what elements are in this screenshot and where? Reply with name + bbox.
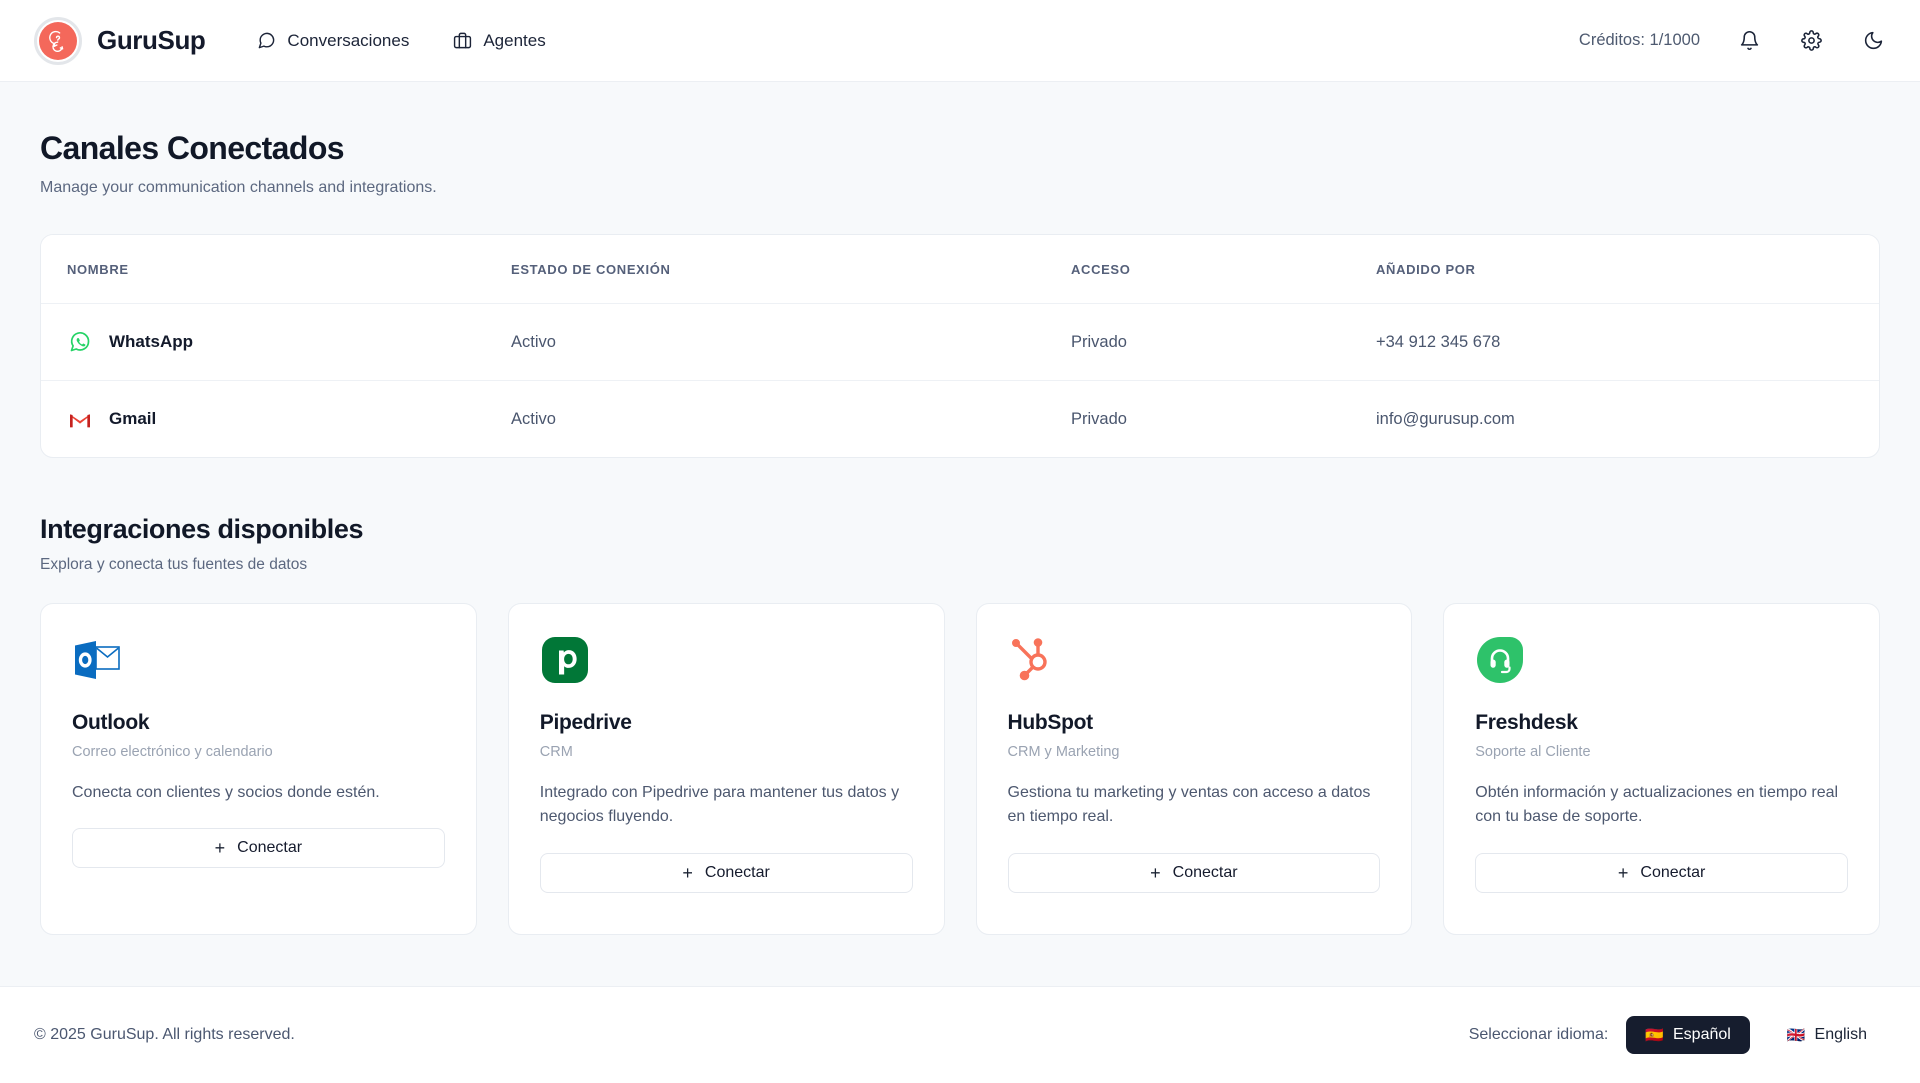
app-header: GuruSup Conversaciones Agentes Créditos:… bbox=[0, 0, 1920, 82]
integration-name: Outlook bbox=[72, 711, 150, 734]
connect-button-hubspot[interactable]: + Conectar bbox=[1007, 852, 1381, 893]
hubspot-icon bbox=[1008, 635, 1058, 685]
language-selector-label: Seleccionar idioma: bbox=[1468, 1026, 1609, 1043]
plus-icon: + bbox=[1617, 862, 1629, 883]
language-button-english[interactable]: 🇬🇧 English bbox=[1768, 1016, 1886, 1054]
integration-card-freshdesk[interactable]: Freshdesk Soporte al Cliente Obtén infor… bbox=[1443, 603, 1880, 935]
channel-access: Privado bbox=[1071, 303, 1376, 381]
connect-button-freshdesk[interactable]: + Conectar bbox=[1475, 852, 1848, 893]
connect-button-pipedrive[interactable]: + Conectar bbox=[539, 852, 913, 893]
whatsapp-icon bbox=[67, 329, 93, 355]
integration-name: Freshdesk bbox=[1475, 711, 1578, 734]
nav-item-label: Agentes bbox=[483, 30, 546, 50]
language-selector: Seleccionar idioma: 🇪🇸 Español 🇬🇧 Englis… bbox=[1469, 1016, 1886, 1054]
language-button-label: English bbox=[1814, 1026, 1867, 1043]
gear-icon[interactable] bbox=[1798, 28, 1824, 54]
connect-button-label: Conectar bbox=[237, 839, 303, 857]
copyright-text: © 2025 GuruSup. All rights reserved. bbox=[34, 1026, 295, 1043]
pipedrive-icon bbox=[540, 635, 590, 685]
connect-button-label: Conectar bbox=[704, 863, 770, 881]
channel-status: Activo bbox=[511, 409, 556, 428]
column-header-acceso: ACCESO bbox=[1071, 235, 1376, 304]
brand[interactable]: GuruSup bbox=[34, 16, 206, 65]
message-square-icon bbox=[257, 31, 276, 50]
credits-counter: Créditos: 1/1000 bbox=[1578, 31, 1700, 49]
integration-name: Pipedrive bbox=[539, 711, 632, 734]
gmail-icon bbox=[67, 406, 93, 432]
table-row[interactable]: Gmail Activo Privado info@gurusup.com bbox=[41, 381, 1879, 458]
nav-item-agentes[interactable]: Agentes bbox=[453, 30, 546, 51]
moon-icon[interactable] bbox=[1860, 28, 1886, 54]
integration-description: Conecta con clientes y socios donde esté… bbox=[72, 784, 380, 801]
flag-uk-icon: 🇬🇧 bbox=[1786, 1026, 1806, 1044]
channel-access: Privado bbox=[1071, 409, 1127, 428]
language-button-espanol[interactable]: 🇪🇸 Español bbox=[1626, 1016, 1750, 1054]
integration-description: Integrado con Pipedrive para mantener tu… bbox=[539, 784, 900, 826]
integrations-subtitle: Explora y conecta tus fuentes de datos bbox=[40, 556, 308, 573]
integration-description: Obtén información y actualizaciones en t… bbox=[1475, 784, 1839, 826]
connected-channels-table: NOMBRE ESTADO DE CONEXIÓN ACCESO AÑADIDO… bbox=[40, 234, 1880, 458]
integration-category: Correo electrónico y calendario bbox=[72, 744, 273, 760]
integration-card-hubspot[interactable]: HubSpot CRM y Marketing Gestiona tu mark… bbox=[975, 603, 1413, 935]
integration-name: HubSpot bbox=[1007, 711, 1094, 734]
plus-icon: + bbox=[682, 862, 693, 883]
integration-category: Soporte al Cliente bbox=[1475, 744, 1591, 760]
outlook-icon bbox=[72, 635, 122, 685]
plus-icon: + bbox=[214, 838, 226, 859]
integration-category: CRM bbox=[539, 744, 573, 760]
available-integrations-section: Integraciones disponibles Explora y cone… bbox=[40, 514, 1880, 935]
connect-button-outlook[interactable]: + Conectar bbox=[72, 828, 445, 869]
nav-item-label: Conversaciones bbox=[287, 30, 410, 50]
channel-status: Activo bbox=[511, 303, 1071, 381]
main-content: Canales Conectados Manage your communica… bbox=[0, 82, 1920, 986]
channel-added-by: +34 912 345 678 bbox=[1376, 303, 1879, 381]
table-row[interactable]: WhatsApp Activo Privado +34 912 345 678 bbox=[41, 303, 1879, 381]
main-nav: Conversaciones Agentes bbox=[257, 30, 546, 51]
channel-name: Gmail bbox=[109, 409, 157, 428]
chat-question-logo-icon bbox=[34, 16, 82, 65]
freshdesk-icon bbox=[1475, 635, 1525, 685]
language-button-label: Español bbox=[1673, 1026, 1731, 1043]
brand-name: GuruSup bbox=[97, 25, 206, 55]
integrations-title: Integraciones disponibles bbox=[40, 514, 364, 544]
nav-item-conversaciones[interactable]: Conversaciones bbox=[257, 31, 409, 51]
column-header-nombre: NOMBRE bbox=[41, 235, 511, 304]
integration-card-pipedrive[interactable]: Pipedrive CRM Integrado con Pipedrive pa… bbox=[507, 603, 945, 935]
channel-added-by: info@gurusup.com bbox=[1376, 409, 1515, 428]
briefcase-icon bbox=[453, 31, 472, 50]
integration-description: Gestiona tu marketing y ventas con acces… bbox=[1007, 784, 1371, 826]
channel-name: WhatsApp bbox=[109, 332, 194, 351]
integration-card-outlook[interactable]: Outlook Correo electrónico y calendario … bbox=[40, 603, 477, 935]
connect-button-label: Conectar bbox=[1172, 863, 1238, 881]
integration-category: CRM y Marketing bbox=[1007, 744, 1120, 760]
header-actions: Créditos: 1/1000 bbox=[1579, 28, 1886, 54]
connect-button-label: Conectar bbox=[1640, 863, 1706, 881]
page-title: Canales Conectados bbox=[40, 130, 345, 166]
app-footer: © 2025 GuruSup. All rights reserved. Sel… bbox=[0, 986, 1920, 1083]
column-header-estado: ESTADO DE CONEXIÓN bbox=[511, 235, 1071, 304]
table-header-row: NOMBRE ESTADO DE CONEXIÓN ACCESO AÑADIDO… bbox=[41, 235, 1879, 304]
bell-icon[interactable] bbox=[1736, 28, 1762, 54]
page-subtitle: Manage your communication channels and i… bbox=[40, 179, 437, 196]
integration-cards-grid: Outlook Correo electrónico y calendario … bbox=[40, 603, 1880, 935]
flag-spain-icon: 🇪🇸 bbox=[1645, 1026, 1664, 1044]
plus-icon: + bbox=[1150, 862, 1161, 883]
column-header-anadido: AÑADIDO POR bbox=[1376, 235, 1879, 304]
